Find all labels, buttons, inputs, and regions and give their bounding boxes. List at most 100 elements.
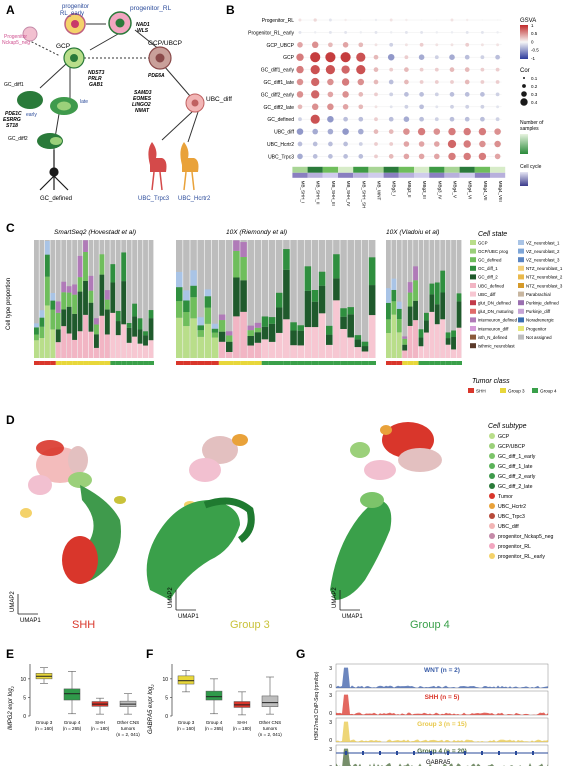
dot: [418, 54, 425, 60]
dot: [435, 19, 438, 21]
panel-e-ylabel: IMPG2 expr log2: [8, 685, 15, 730]
bar-segment: [297, 345, 304, 358]
cell-state-label: GCP/UBC prog: [478, 249, 509, 254]
dot: [463, 140, 471, 148]
dot: [327, 78, 334, 86]
dot: [494, 140, 501, 148]
bar-segment: [132, 303, 138, 317]
box: [177, 675, 195, 685]
bar-segment: [254, 332, 262, 343]
exon: [515, 751, 517, 755]
bar-segment: [434, 282, 440, 305]
umap-label-group3: Group 3: [230, 619, 270, 631]
bar-segment: [148, 310, 154, 319]
dot: [481, 19, 484, 21]
bar-segment: [34, 327, 39, 335]
bar-segment: [55, 329, 61, 343]
bar-segment: [347, 307, 354, 315]
bar-not-assigned: [297, 240, 304, 358]
panel-f-ylabel: GABRA5 expr log2: [148, 684, 155, 734]
tumor-class-cell: [368, 361, 376, 365]
cell-subtype-swatch: [489, 483, 495, 489]
tumor-class-cell: [55, 361, 62, 365]
bar-segment: [413, 320, 418, 358]
bar-segment: [218, 320, 226, 332]
cell-subtype-swatch: [489, 453, 495, 459]
tumor-class-cell: [261, 361, 269, 365]
bar-segment: [55, 312, 61, 330]
bar-segment: [311, 301, 319, 328]
bar-segment: [211, 332, 219, 338]
dot: [311, 77, 320, 87]
chip-tracks: WNT (n = 2) 3 0 SHH (n = 5) 3 0 Group 3 (n = 1…: [329, 663, 549, 766]
label-gcp: GCP: [56, 43, 70, 50]
cell-state-swatch: [470, 265, 476, 271]
col-label: MBg3_IV: [437, 181, 442, 200]
tumor-class-cell: [83, 361, 89, 365]
bar-segment: [121, 324, 127, 358]
bar-segment: [88, 302, 94, 332]
bar-not-assigned: [126, 240, 132, 358]
bar-not-assigned: [354, 240, 362, 358]
bar-segment: [197, 325, 204, 331]
col-label: MB_SHH_I: [301, 181, 306, 204]
bar-segment: [402, 350, 408, 358]
y-tick-label: 0: [165, 714, 168, 720]
bar-segment: [110, 312, 116, 358]
bar-segment: [104, 334, 110, 358]
dot: [496, 31, 499, 34]
cor-legend-title: Cor: [520, 68, 530, 74]
bar-segment: [226, 341, 233, 352]
sample-count-cell: [338, 166, 354, 173]
cell-subtype-swatch: [489, 443, 495, 449]
dot: [297, 153, 303, 160]
bar-segment: [396, 308, 402, 320]
dot: [496, 19, 499, 21]
sample-count-cell: [414, 166, 430, 173]
cor-size-legend: 0.1 0.2 0.3 0.4: [520, 76, 538, 106]
bar-segment: [99, 274, 105, 316]
bar-segment: [407, 292, 413, 307]
bar-segment: [61, 309, 67, 327]
dot: [388, 79, 394, 85]
dot: [297, 141, 303, 147]
cor-dot: [520, 98, 528, 106]
panel-e: E IMPG2 expr log2 0 5 10 Group 3(n = 160) Gr…: [6, 647, 140, 737]
track-frame: [335, 663, 549, 689]
dot: [464, 92, 470, 97]
label-gcp-genes: NDST3 PRLR GAB1: [88, 70, 105, 88]
dot: [327, 91, 334, 98]
umap2-label-3: UMAP2: [332, 587, 338, 608]
exon: [532, 751, 534, 755]
bar-segment: [233, 277, 240, 317]
dot: [464, 79, 470, 85]
bar-segment: [361, 341, 369, 347]
bar-not-assigned: [402, 240, 408, 358]
dot: [434, 80, 439, 84]
dotplot-row-labels: Progenitor_RL Progenitor_RL_early GCP_UBCP…: [248, 18, 295, 160]
tumor-class-cell: [183, 361, 191, 365]
dot: [450, 43, 454, 47]
bar-segment: [268, 341, 276, 358]
dot: [434, 67, 439, 72]
bar-segment: [361, 346, 369, 352]
bar-segment: [311, 327, 319, 358]
bar-segment: [104, 299, 110, 310]
bar-segment: [456, 293, 462, 302]
bar-segment: [197, 336, 204, 358]
dot: [343, 116, 348, 122]
tumor-class-cell: [418, 361, 424, 365]
bar-segment: [72, 339, 78, 358]
dot: [465, 18, 469, 22]
bar-not-assigned: [451, 240, 456, 358]
panel-label-d: D: [6, 413, 15, 427]
signal-area: [336, 694, 548, 715]
tumor-class-cell: [318, 361, 326, 365]
cell-state-label: GC_defined: [478, 258, 502, 263]
dot: [480, 43, 484, 47]
dot: [374, 18, 378, 22]
bar-segment: [55, 342, 61, 358]
cell-state-label: Purkinje_defined: [526, 301, 559, 306]
dot: [495, 117, 500, 122]
bar-segment: [44, 276, 50, 306]
